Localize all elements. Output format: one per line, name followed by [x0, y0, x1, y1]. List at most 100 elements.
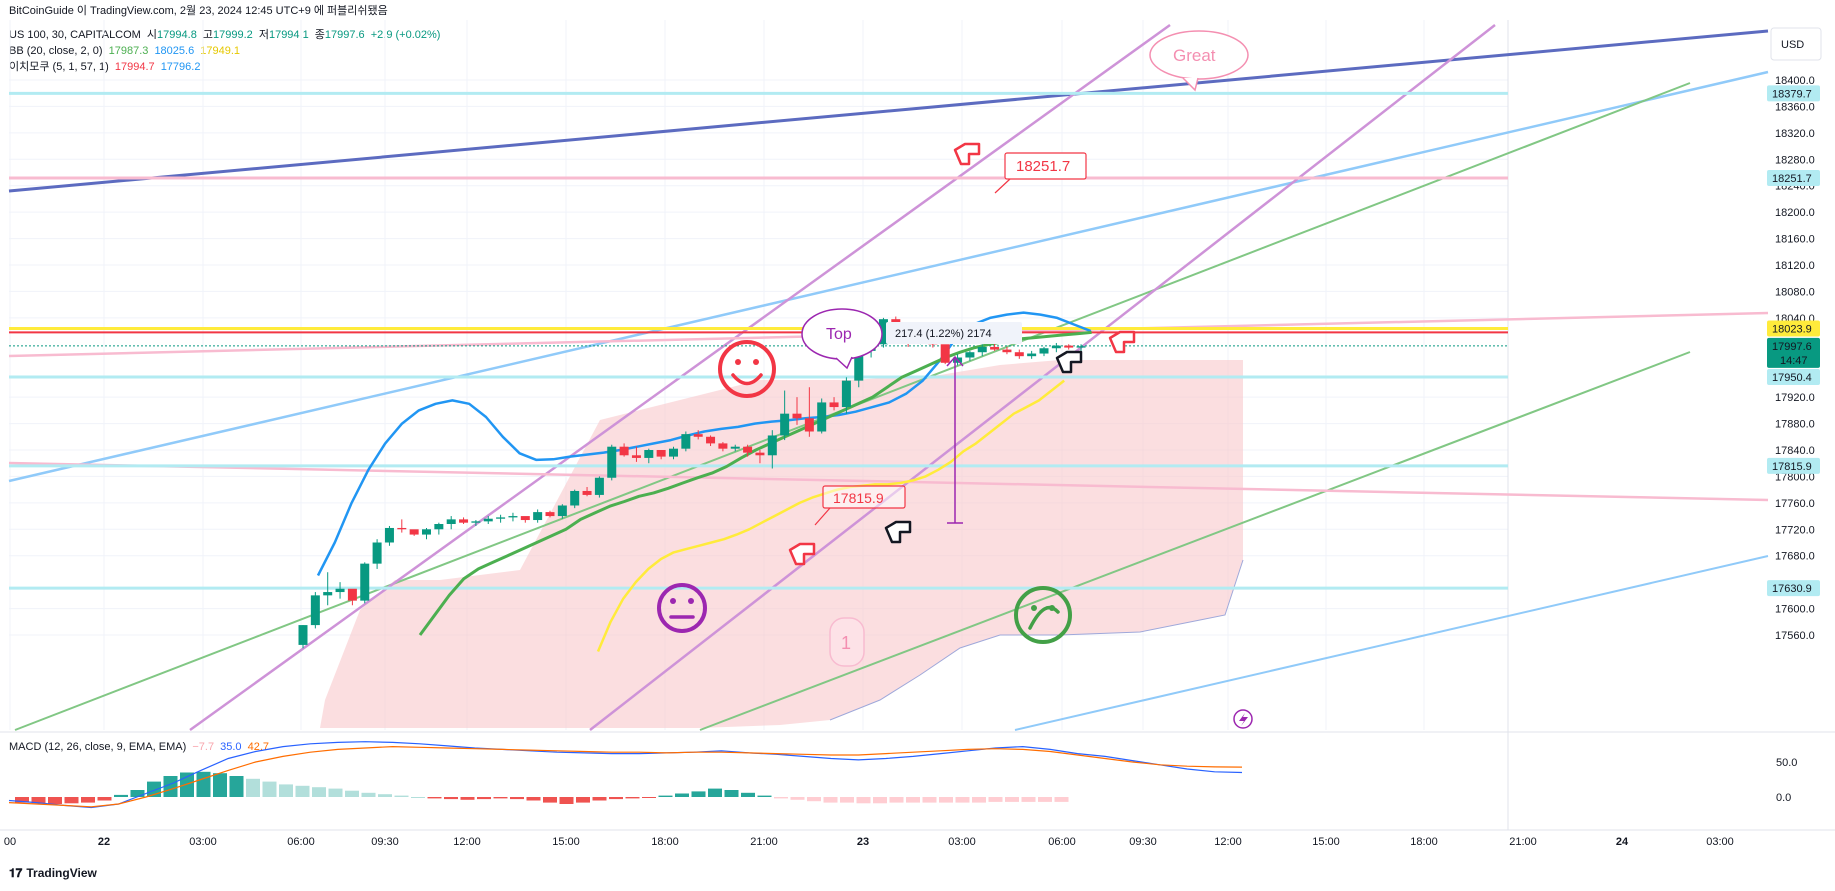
price-tick: 17800.0	[1775, 471, 1815, 483]
time-tick: 06:00	[287, 836, 315, 848]
cloud-area	[320, 360, 1243, 728]
happy-face-icon-eye-left	[735, 359, 741, 365]
candle-body	[397, 527, 407, 530]
candle	[323, 572, 333, 606]
trendline-green-lower	[699, 351, 1691, 731]
cloud-lower-edge	[829, 559, 1244, 721]
callout-great-tail	[1182, 77, 1199, 92]
price-tick: 17560.0	[1775, 630, 1815, 642]
pointing-hand-icon-3-shape	[1055, 350, 1083, 374]
price-callout-pointer	[994, 178, 1011, 194]
candle	[706, 435, 716, 447]
candle-body	[570, 490, 580, 506]
price-label-bg	[1767, 320, 1820, 337]
bb-legend[interactable]: BB (20, close, 2, 0) 17987.3 18025.6 179…	[9, 45, 243, 58]
macd-hist-bar	[774, 797, 788, 799]
macd-hist-bar	[972, 797, 986, 803]
macd-hist-bar	[64, 797, 79, 804]
pointing-hand-icon-5-shape	[788, 542, 816, 566]
price-tick: 18080.0	[1775, 286, 1815, 298]
candle	[508, 512, 518, 522]
macd-hist-bar	[81, 797, 95, 803]
price-label-bg	[1767, 337, 1820, 368]
macd-hist-bar	[262, 781, 277, 797]
pointing-hand-icon-4-shape	[884, 520, 912, 544]
close-value: 17997.6	[324, 29, 365, 41]
macd-hist-bar	[48, 797, 62, 804]
candle	[397, 519, 407, 533]
candle-body	[656, 450, 666, 457]
happy-face-icon-outline	[718, 340, 776, 398]
measure-label: 217.4 (1.22%) 2174	[895, 328, 992, 340]
macd-hist-bar	[609, 797, 623, 800]
happy-face-icon	[718, 340, 776, 398]
candle	[545, 510, 555, 518]
ichimoku-label: 이치모쿠 (5, 1, 57, 1)	[9, 61, 109, 73]
macd-hist-bar	[444, 797, 458, 800]
candle-body	[459, 519, 469, 523]
pointing-hand-icon-5	[788, 542, 816, 566]
macd-hist-bar	[658, 795, 673, 797]
candle	[1064, 344, 1074, 350]
currency-button[interactable]	[1770, 27, 1822, 61]
measure-arrow	[946, 355, 964, 367]
price-label-bg	[1767, 457, 1820, 474]
bb-basis-value: 17987.3	[108, 45, 149, 57]
candle-body	[1002, 349, 1012, 353]
candle-body	[631, 455, 641, 458]
macd-legend[interactable]: MACD (12, 26, close, 9, EMA, EMA) −7.7 3…	[9, 741, 272, 754]
price-callout-box	[1004, 152, 1087, 180]
wry-face-icon-eye-left	[1031, 605, 1037, 611]
macd-hist-bar	[1038, 797, 1052, 802]
price-label-countdown: 14:47	[1780, 355, 1808, 367]
macd-hist-bar	[939, 797, 953, 803]
candle	[607, 444, 617, 481]
price-axis: USD18400.018360.018320.018280.018240.018…	[1767, 27, 1822, 804]
macd-hist-bar	[741, 792, 755, 797]
bollinger-basis-line	[418, 330, 1092, 636]
macd-tick: 0.0	[1776, 792, 1791, 804]
candle-body	[298, 625, 308, 645]
ichimoku-legend[interactable]: 이치모쿠 (5, 1, 57, 1) 17994.7 17796.2	[9, 61, 203, 74]
macd-hist-bar	[279, 784, 293, 797]
symbol-legend[interactable]: US 100, 30, CAPITALCOM 시17994.8 고17999.2…	[9, 29, 443, 42]
candle-body	[965, 352, 975, 358]
macd-line	[8, 741, 1243, 809]
macd-hist-value: −7.7	[192, 741, 215, 753]
candle	[1027, 350, 1037, 359]
candle-body	[483, 518, 493, 522]
candle-body	[743, 446, 753, 453]
macd-hist-bar	[1054, 797, 1069, 802]
tradingview-logo[interactable]: 𝟏𝟕 TradingView	[9, 866, 97, 881]
bb-label: BB (20, close, 2, 0)	[9, 45, 103, 57]
macd-hist-bar	[955, 797, 970, 803]
macd-hist-bar	[642, 797, 656, 798]
candle-body	[730, 446, 740, 449]
high-value: 17999.2	[213, 29, 253, 41]
candle	[780, 390, 790, 441]
candle	[1051, 342, 1061, 353]
pointing-hand-icon	[953, 142, 981, 166]
candle	[669, 446, 678, 460]
macd-hist-bar	[31, 797, 46, 804]
macd-hist-bar	[1005, 797, 1019, 802]
time-tick: 03:00	[189, 836, 217, 848]
pointing-hand-icon-4	[884, 520, 912, 544]
candle	[310, 592, 320, 629]
time-tick: 15:00	[1312, 836, 1340, 848]
price-tick: 17680.0	[1775, 551, 1815, 563]
time-tick: 06:00	[1048, 836, 1076, 848]
macd-hist-bar	[312, 787, 326, 797]
price-label: 18379.7	[1772, 88, 1812, 100]
tradingview-logo-icon: 𝟏𝟕	[9, 866, 23, 880]
price-tick: 18360.0	[1775, 101, 1815, 113]
candle-body	[582, 490, 592, 495]
time-tick: 22	[98, 836, 110, 848]
macd-hist-bar	[510, 797, 524, 800]
macd-hist-bar	[691, 791, 706, 797]
time-tick: 18:00	[651, 836, 679, 848]
candle-body	[878, 319, 888, 345]
price-label: 17950.4	[1772, 372, 1812, 384]
macd-hist-bar	[295, 785, 310, 797]
